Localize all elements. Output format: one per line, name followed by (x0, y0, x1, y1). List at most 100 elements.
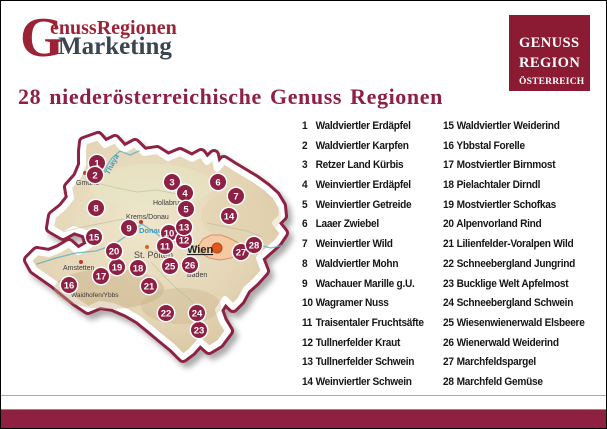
region-name: Pielachtaler Dirndl (454, 179, 541, 192)
map-marker-9: 9 (119, 218, 139, 238)
map-marker-26: 26 (180, 255, 200, 275)
river-label-thaya: Thaya (103, 152, 122, 176)
town-dot-amstetten (79, 260, 83, 264)
region-name: Waldviertler Weiderind (454, 120, 560, 132)
region-number: 27 (443, 356, 454, 369)
map-marker-number: 19 (112, 262, 123, 273)
region-list-item-8: 8 Waldviertler Mohn (302, 255, 424, 275)
map-marker-circle (180, 255, 200, 275)
map-marker-number: 16 (64, 280, 75, 291)
map-terrain-fill (26, 134, 286, 360)
region-list-item-7: 7 Weinviertler Wild (302, 235, 424, 255)
region-list-column-2: 15 Waldviertler Weiderind 16 Ybbstal Fore… (443, 117, 585, 393)
region-name: Marchfeldspargel (454, 356, 537, 369)
region-number: 14 (302, 375, 313, 388)
badge-line-1: GENUSS (519, 35, 580, 51)
region-number: 12 (302, 336, 313, 349)
town-label-hollabrunn: Hollabrunn (153, 200, 187, 207)
map-marker-number: 11 (160, 241, 171, 252)
footer-bar (1, 409, 606, 428)
river-donau (36, 223, 285, 265)
map-marker-circle (107, 257, 127, 277)
map-marker-14: 14 (219, 206, 239, 226)
region-name: Waldviertler Mohn (313, 257, 399, 270)
map-marker-number: 20 (109, 246, 120, 257)
region-number: 15 (443, 120, 454, 132)
map-marker-circle (174, 230, 194, 250)
map-marker-number: 24 (192, 308, 203, 319)
region-number: 4 (302, 179, 308, 192)
region-list-column-1: 1 Waldviertler Erdäpfel 2 Waldviertler Ka… (302, 117, 424, 393)
map-marker-circle (155, 236, 175, 256)
map-marker-circle (160, 256, 180, 276)
region-list-item-1: 1 Waldviertler Erdäpfel (302, 117, 424, 137)
river-label-donau: Donau (139, 226, 163, 235)
vienna-area (197, 234, 245, 261)
map-marker-3: 3 (162, 172, 182, 192)
map-marker-circle (156, 303, 176, 323)
map-marker-11: 11 (155, 236, 175, 256)
region-list-item-27: 27 Marchfeldspargel (443, 353, 585, 373)
district-borders (62, 182, 264, 303)
map-marker-number: 5 (183, 204, 189, 215)
map-marker-number: 22 (161, 308, 172, 319)
map-marker-circle (104, 241, 124, 261)
map-marker-circle (208, 172, 228, 192)
region-list-item-9: 9 Wachauer Marille g.U. (302, 275, 424, 295)
region-name: Mostviertler Schofkas (454, 198, 557, 211)
region-list-item-3: 3 Retzer Land Kürbis (302, 156, 424, 176)
region-name: Wiesenwienerwald Elsbeere (454, 316, 585, 329)
map-marker-number: 17 (96, 271, 107, 282)
map-marker-8: 8 (86, 198, 106, 218)
region-number: 18 (443, 179, 454, 192)
region-name: Lilienfelder-Voralpen Wild (454, 238, 574, 251)
region-list-item-18: 18 Pielachtaler Dirndl (443, 176, 585, 196)
map-marker-number: 8 (93, 203, 98, 214)
map-marker-number: 10 (164, 228, 175, 239)
region-number: 21 (443, 238, 454, 251)
map-marker-circle (91, 266, 111, 286)
map-marker-22: 22 (156, 303, 176, 323)
town-dot-baden (193, 268, 197, 272)
region-number: 26 (443, 336, 454, 349)
map-marker-13: 13 (174, 217, 194, 237)
map-marker-20: 20 (104, 241, 124, 261)
map-marker-2: 2 (85, 165, 105, 185)
town-label-gmünd: Gmünd (76, 180, 99, 187)
map-marker-circle (244, 235, 264, 255)
logo-subtitle-text: Marketing (58, 33, 172, 60)
map-marker-circle (176, 199, 196, 219)
map-marker-circle (59, 275, 79, 295)
region-number: 8 (302, 257, 308, 270)
region-name: Alpenvorland Rind (454, 218, 542, 231)
vienna-city-dot (211, 242, 223, 254)
map-marker-number: 3 (169, 177, 174, 188)
river-thaya (98, 150, 140, 182)
region-number: 11 (302, 316, 313, 329)
region-number: 17 (443, 159, 454, 172)
region-list-item-13: 13 Tullnerfelder Schwein (302, 353, 424, 373)
map-marker-number: 15 (89, 232, 100, 243)
region-list-item-5: 5 Weinviertler Getreide (302, 196, 424, 216)
map-marker-circle (219, 206, 239, 226)
map-marker-16: 16 (59, 275, 79, 295)
region-name: Laaer Zwiebel (313, 218, 380, 231)
map-marker-number: 23 (194, 325, 205, 336)
region-list-item-12: 12 Tullnerfelder Kraut (302, 334, 424, 354)
map-marker-number: 9 (126, 223, 131, 234)
region-list-item-16: 16 Ybbstal Forelle (443, 137, 585, 157)
town-label-baden: Baden (187, 272, 207, 279)
map-marker-24: 24 (187, 303, 207, 323)
region-number: 28 (443, 375, 454, 388)
region-number: 19 (443, 198, 454, 211)
map-marker-circle (189, 320, 209, 340)
badge-line-3: ÖSTERREICH (519, 77, 585, 87)
map-marker-number: 27 (236, 247, 247, 258)
region-list-item-21: 21 Lilienfelder-Voralpen Wild (443, 235, 585, 255)
map-marker-number: 12 (179, 235, 190, 246)
region-name: Waldviertler Erdäpfel (313, 120, 411, 132)
region-number: 13 (302, 356, 313, 369)
region-list-item-23: 23 Bucklige Welt Apfelmost (443, 275, 585, 295)
region-name: Waldviertler Karpfen (313, 139, 409, 152)
